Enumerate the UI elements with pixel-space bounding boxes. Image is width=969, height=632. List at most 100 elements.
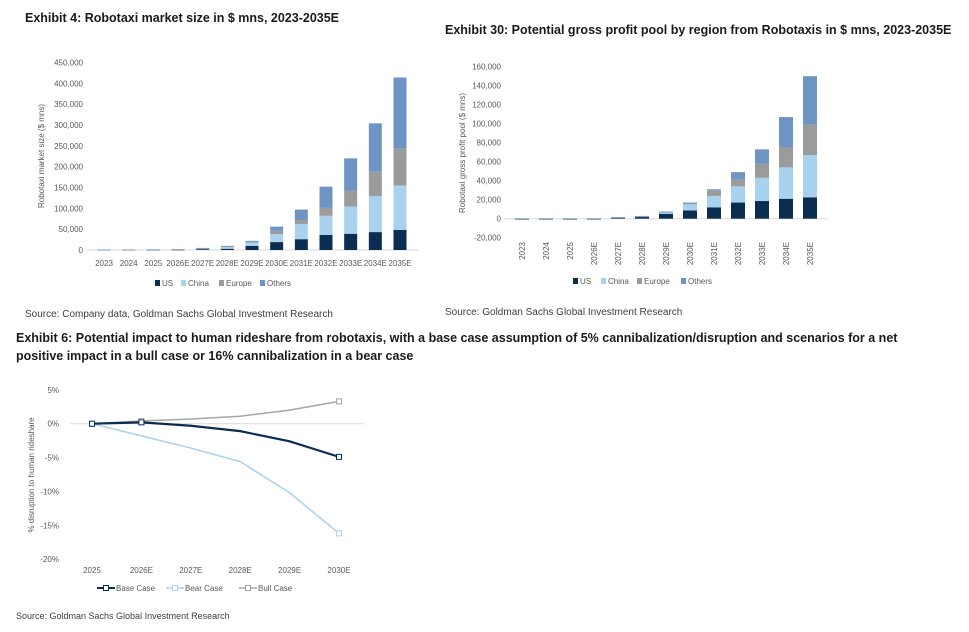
x-tick-label: 2034E bbox=[782, 242, 791, 265]
bar-china-2030E bbox=[270, 234, 284, 243]
x-tick-label: 2027E bbox=[191, 259, 214, 268]
y-tick-label: 350,000 bbox=[54, 100, 83, 109]
bar-us-2030E bbox=[270, 242, 284, 250]
bar-others-2023 bbox=[515, 219, 529, 220]
y-tick-label: 50,000 bbox=[59, 225, 84, 234]
bar-europe-2029E bbox=[659, 212, 673, 213]
legend-marker-bear-case bbox=[172, 585, 178, 591]
y-tick-label: 20,000 bbox=[477, 196, 502, 205]
bar-us-2029E bbox=[245, 245, 259, 250]
y-tick-label: 5% bbox=[47, 386, 59, 395]
bar-china-2032E bbox=[731, 186, 745, 203]
bar-others-2033E bbox=[344, 158, 358, 191]
x-tick-label: 2029E bbox=[240, 259, 263, 268]
exhibit-4-source: Source: Company data, Goldman Sachs Glob… bbox=[25, 309, 333, 320]
bar-china-2035E bbox=[393, 185, 407, 230]
y-tick-label: 400,000 bbox=[54, 79, 83, 88]
bar-others-2035E bbox=[803, 76, 817, 125]
bar-europe-2028E bbox=[220, 246, 234, 248]
bar-china-2034E bbox=[779, 167, 793, 199]
line-base-case bbox=[91, 421, 340, 458]
x-tick-label: 2033E bbox=[758, 242, 767, 265]
bar-china-2030E bbox=[683, 203, 697, 211]
bar-china-2035E bbox=[803, 155, 817, 198]
y-tick-label: 0 bbox=[497, 215, 502, 224]
bar-europe-2033E bbox=[755, 163, 769, 178]
bar-us-2032E bbox=[731, 202, 745, 219]
legend-marker-base-case bbox=[103, 585, 109, 591]
y-axis-label: Robotaxi gross profit pool ($ mns) bbox=[458, 93, 467, 213]
legend-label-base-case: Base Case bbox=[116, 584, 156, 593]
bar-china-2032E bbox=[319, 215, 333, 235]
y-tick-label: 0 bbox=[79, 246, 84, 255]
legend-label-europe: Europe bbox=[226, 279, 252, 288]
x-tick-label: 2028E bbox=[638, 242, 647, 265]
bar-europe-2027E bbox=[196, 248, 210, 249]
bar-us-2034E bbox=[368, 232, 382, 250]
y-tick-label: -10% bbox=[40, 487, 59, 496]
legend-label-europe: Europe bbox=[644, 277, 670, 286]
y-tick-label: 450,000 bbox=[54, 59, 83, 68]
x-tick-label: 2025 bbox=[83, 566, 101, 575]
bar-others-2025 bbox=[146, 249, 160, 250]
x-tick-label: 2030E bbox=[327, 566, 350, 575]
y-tick-label: 120,000 bbox=[472, 101, 501, 110]
x-tick-label: 2030E bbox=[265, 259, 288, 268]
bar-others-2035E bbox=[393, 77, 407, 149]
bar-others-2024 bbox=[539, 219, 553, 220]
marker-base-case bbox=[336, 453, 342, 460]
bar-us-2035E bbox=[393, 230, 407, 250]
exhibit-6-title: Exhibit 6: Potential impact to human rid… bbox=[16, 331, 898, 363]
bar-us-2030E bbox=[683, 210, 697, 219]
line-bull-case bbox=[91, 400, 340, 425]
exhibit-30-source: Source: Goldman Sachs Global Investment … bbox=[445, 307, 683, 318]
y-tick-label: 100,000 bbox=[54, 204, 83, 213]
bar-others-2024 bbox=[122, 249, 136, 251]
y-tick-label: 60,000 bbox=[477, 158, 502, 167]
bar-europe-2035E bbox=[393, 148, 407, 186]
bar-china-2028E bbox=[220, 247, 234, 249]
bar-others-2025 bbox=[563, 219, 577, 220]
x-tick-label: 2029E bbox=[278, 566, 301, 575]
y-tick-label: 40,000 bbox=[477, 177, 502, 186]
bar-others-2031E bbox=[294, 209, 308, 220]
marker-bear-case bbox=[336, 530, 342, 537]
bar-china-2029E bbox=[659, 212, 673, 214]
x-tick-label: 2029E bbox=[662, 242, 671, 265]
x-tick-label: 2027E bbox=[614, 242, 623, 265]
legend-swatch-europe bbox=[219, 280, 224, 286]
legend-swatch-china bbox=[601, 278, 606, 284]
x-tick-label: 2035E bbox=[388, 259, 411, 268]
bar-others-2027E bbox=[611, 217, 625, 218]
marker-base-case bbox=[89, 420, 95, 427]
x-tick-label: 2031E bbox=[290, 259, 313, 268]
bar-europe-2035E bbox=[803, 124, 817, 156]
exhibit-30-title: Exhibit 30: Potential gross profit pool … bbox=[445, 23, 952, 37]
bar-us-2032E bbox=[319, 235, 333, 250]
legend-label-others: Others bbox=[688, 277, 712, 286]
legend-label-us: US bbox=[162, 279, 173, 288]
y-tick-label: 200,000 bbox=[54, 163, 83, 172]
x-tick-label: 2026E bbox=[590, 242, 599, 265]
bar-others-2026E bbox=[171, 249, 185, 250]
bar-us-2033E bbox=[344, 233, 358, 250]
bar-europe-2030E bbox=[270, 230, 284, 235]
y-tick-label: 150,000 bbox=[54, 184, 83, 193]
bar-us-2034E bbox=[779, 198, 793, 219]
y-tick-label: -15% bbox=[40, 521, 59, 530]
x-tick-label: 2026E bbox=[130, 566, 153, 575]
y-tick-label: 80,000 bbox=[477, 139, 502, 148]
x-tick-label: 2023 bbox=[95, 259, 113, 268]
x-tick-label: 2032E bbox=[314, 259, 337, 268]
bar-europe-2031E bbox=[707, 190, 721, 196]
bar-others-2028E bbox=[635, 215, 649, 217]
x-tick-label: 2025 bbox=[566, 241, 575, 259]
bar-us-2035E bbox=[803, 197, 817, 219]
x-tick-label: 2028E bbox=[216, 259, 239, 268]
bar-china-2034E bbox=[368, 196, 382, 233]
marker-base-case bbox=[138, 419, 145, 426]
bar-others-2030E bbox=[270, 226, 284, 231]
bar-china-2033E bbox=[344, 206, 358, 234]
